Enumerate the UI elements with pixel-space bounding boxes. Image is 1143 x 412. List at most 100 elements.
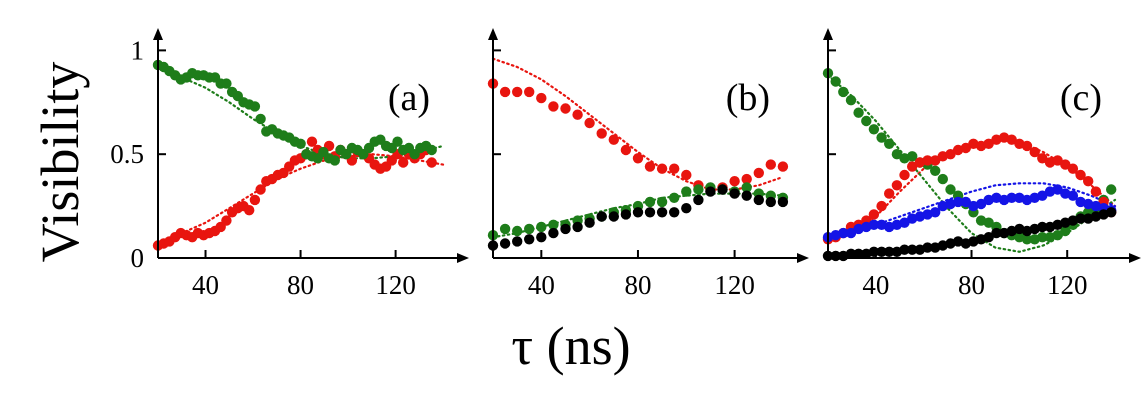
- red-data-point: [644, 161, 656, 172]
- black-data-point: [536, 232, 547, 243]
- red-data-point: [1037, 153, 1048, 164]
- red-data-point: [891, 180, 903, 191]
- red-data-point: [1060, 159, 1071, 170]
- blue-data-point: [1067, 190, 1079, 201]
- black-data-point: [572, 221, 583, 233]
- black-data-point: [777, 196, 789, 208]
- red-data-point: [983, 138, 994, 149]
- red-data-point: [960, 142, 971, 154]
- green-data-point: [295, 138, 306, 149]
- green-data-point: [876, 132, 887, 143]
- red-data-point: [536, 92, 547, 104]
- red-data-point: [1075, 169, 1086, 181]
- red-data-point: [1029, 146, 1040, 158]
- green-data-point: [1021, 234, 1033, 245]
- blue-data-point: [838, 227, 849, 239]
- red-data-point: [560, 103, 571, 114]
- black-data-point: [1037, 221, 1048, 233]
- green-data-point: [548, 219, 559, 230]
- green-data-point: [1052, 230, 1063, 241]
- green-data-point: [845, 95, 857, 106]
- black-data-point: [669, 207, 680, 218]
- x-axis-arrow: [457, 253, 469, 263]
- red-data-point: [632, 153, 644, 164]
- y-tick-label: 0.5: [110, 139, 144, 169]
- x-tick-label: 80: [287, 270, 314, 300]
- red-data-point: [1090, 186, 1102, 197]
- green-data-point: [884, 138, 895, 149]
- black-data-point: [681, 203, 692, 214]
- black-data-point: [845, 248, 857, 259]
- black-data-point: [644, 207, 656, 218]
- black-data-point: [1075, 213, 1086, 224]
- green-data-point: [656, 196, 668, 208]
- black-data-point: [753, 194, 764, 206]
- green-data-point: [644, 196, 656, 208]
- red-data-point: [729, 176, 740, 187]
- green-data-point: [499, 223, 511, 235]
- blue-data-point: [868, 219, 880, 230]
- panels-group: 40 80 120 0 0.5 1 (a) 40 80 120 (b) 40 80 120 (c): [110, 28, 1141, 300]
- x-tick-label: 120: [714, 270, 755, 300]
- black-data-point: [499, 238, 511, 249]
- green-data-point: [853, 107, 864, 118]
- red-data-point: [669, 163, 680, 174]
- blue-data-point: [845, 227, 857, 239]
- green-data-point: [945, 184, 956, 195]
- red-data-point: [1021, 140, 1033, 152]
- panel-b: 40 80 120 (b): [487, 28, 809, 300]
- green-data-point: [838, 86, 849, 98]
- x-axis-title: τ (ns): [511, 316, 630, 376]
- panel-label: (b): [726, 77, 770, 119]
- green-data-point: [1060, 225, 1071, 237]
- y-tick-label: 1: [131, 35, 145, 65]
- green-data-point: [891, 149, 903, 160]
- y-tick-label: 0: [131, 243, 145, 273]
- y-axis-arrow: [153, 28, 163, 40]
- blue-data-point: [960, 196, 971, 208]
- black-data-point: [853, 248, 864, 259]
- red-data-point: [876, 200, 887, 212]
- red-data-point: [1083, 176, 1094, 187]
- green-fit-curve: [826, 74, 1117, 253]
- blue-data-point: [899, 217, 910, 228]
- black-data-point: [705, 186, 716, 197]
- x-axis-arrow: [797, 253, 809, 263]
- red-data-point: [572, 109, 583, 120]
- black-data-point: [656, 207, 668, 218]
- red-data-point: [249, 194, 261, 206]
- red-data-point: [221, 215, 232, 226]
- y-axis-title: Visibility: [30, 62, 90, 263]
- green-data-point: [221, 78, 232, 89]
- green-data-point: [392, 136, 403, 147]
- black-data-point: [899, 244, 910, 255]
- green-data-point: [669, 192, 680, 203]
- x-tick-label: 120: [1047, 270, 1088, 300]
- black-data-point: [512, 236, 523, 247]
- red-data-point: [777, 161, 789, 172]
- green-data-point: [329, 155, 340, 166]
- black-data-point: [620, 209, 632, 220]
- green-data-point: [249, 101, 261, 112]
- green-data-point: [681, 186, 692, 197]
- green-data-point: [930, 165, 941, 176]
- black-data-point: [524, 234, 535, 245]
- x-tick-label: 40: [192, 270, 219, 300]
- red-data-point: [907, 161, 918, 172]
- red-data-point: [945, 149, 956, 160]
- green-data-point: [907, 151, 918, 162]
- green-data-point: [868, 124, 880, 135]
- red-data-point: [512, 86, 523, 98]
- blue-data-point: [975, 198, 987, 210]
- black-data-point: [1106, 207, 1117, 218]
- red-data-point: [753, 167, 764, 179]
- red-data-point: [868, 209, 880, 220]
- black-data-point: [991, 227, 1002, 239]
- x-tick-label: 40: [862, 270, 889, 300]
- black-data-point: [693, 194, 704, 206]
- green-data-point: [426, 144, 437, 156]
- blue-data-point: [952, 196, 964, 208]
- red-data-point: [255, 184, 266, 195]
- red-data-point: [899, 169, 910, 181]
